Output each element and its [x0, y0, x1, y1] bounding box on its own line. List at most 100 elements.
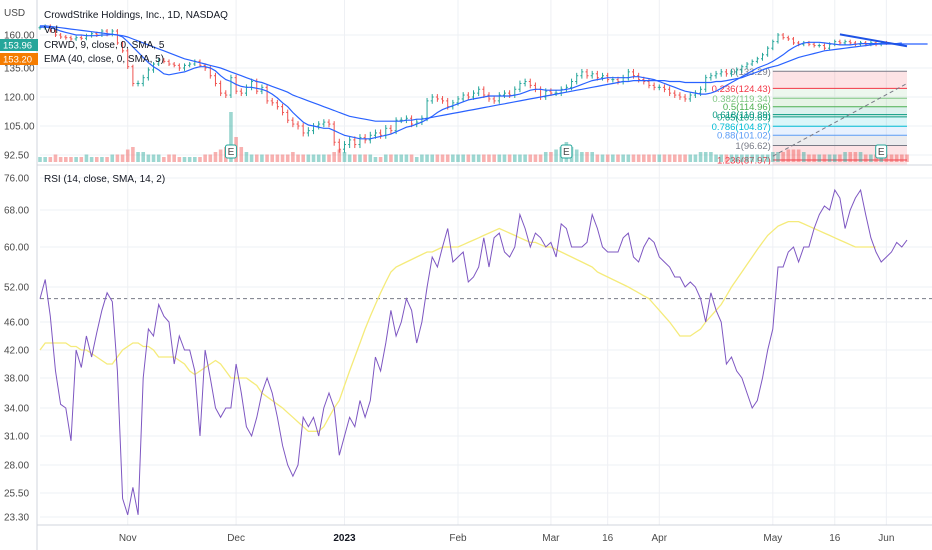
ma-slow-badge	[0, 53, 38, 65]
volume-bar	[306, 154, 311, 162]
support-dashed-line[interactable]	[772, 83, 908, 157]
volume-bar	[203, 154, 207, 162]
volume-bar	[848, 152, 853, 162]
earnings-badge[interactable]	[224, 144, 237, 159]
volume-bar	[69, 157, 73, 162]
volume-bar	[832, 154, 837, 162]
volume-bar	[404, 154, 409, 162]
volume-bar	[162, 157, 166, 162]
rsi-tick-label: 31.00	[4, 432, 29, 443]
earnings-badge[interactable]	[560, 144, 573, 159]
volume-bar	[208, 154, 213, 162]
rsi-tick-label: 68.00	[4, 206, 29, 217]
time-tick-label: Mar	[542, 533, 560, 544]
volume-bar	[456, 154, 460, 162]
volume-bar	[193, 157, 197, 162]
volume-bar	[729, 154, 734, 162]
volume-bar	[750, 154, 754, 162]
volume-bar	[414, 157, 419, 162]
volume-bar	[600, 154, 605, 162]
volume-bar	[786, 149, 791, 162]
rsi-legend-label[interactable]: RSI (14, close, SMA, 14, 2)	[44, 174, 165, 185]
rsi-pane-grid	[40, 165, 932, 525]
volume-bar	[373, 157, 378, 162]
earnings-badge[interactable]	[875, 144, 888, 159]
fib-level-label: 1(96.62)	[735, 141, 770, 152]
volume-bar	[394, 154, 398, 162]
rsi-series[interactable]	[39, 188, 908, 515]
price-tick-label: 160.00	[4, 31, 35, 42]
rsi-tick-label: 42.00	[4, 346, 29, 357]
volume-bar	[796, 149, 801, 162]
volume-bar	[476, 154, 481, 162]
volume-bar	[249, 154, 254, 162]
volume-legend-label[interactable]: Vol	[44, 25, 58, 36]
volume-bar	[853, 152, 858, 162]
volume-bar	[812, 154, 816, 162]
ma-fast-legend-label[interactable]: CRWD, 9, close, 0, SMA, 5	[44, 40, 165, 51]
fib-zone	[772, 71, 907, 89]
volume-bar	[869, 154, 873, 162]
fib-zone	[772, 106, 907, 115]
volume-bar	[667, 154, 672, 162]
volume-bar	[894, 154, 899, 162]
trend-line[interactable]	[839, 33, 908, 48]
volume-bar	[502, 154, 507, 162]
earnings-badge-label: E	[563, 147, 570, 158]
chart-title[interactable]: CrowdStrike Holdings, Inc., 1D, NASDAQ	[44, 10, 228, 21]
volume-bar	[38, 157, 42, 162]
volume-bar	[311, 154, 316, 162]
volume-bar	[430, 154, 435, 162]
volume-bar	[554, 149, 558, 162]
rsi-tick-label: 38.00	[4, 374, 29, 385]
price-tick-label: 92.50	[4, 151, 29, 162]
volume-bar	[347, 154, 352, 162]
volume-bar	[487, 154, 491, 162]
volume-bar	[53, 154, 58, 162]
volume-bar	[863, 154, 868, 162]
rsi-tick-label: 52.00	[4, 283, 29, 294]
volume-bar	[781, 152, 785, 162]
ma-fast-line[interactable]	[40, 26, 902, 140]
fib-level-label: 0.382(119.34)	[712, 94, 770, 105]
volume-bar	[662, 154, 667, 162]
volume-bar	[435, 154, 440, 162]
time-tick-label: Nov	[119, 533, 137, 544]
volume-bar	[358, 154, 362, 162]
time-tick-label: Apr	[652, 533, 668, 544]
volume-bar	[822, 154, 827, 162]
rsi-ma-line[interactable]	[39, 220, 876, 432]
volume-bar	[745, 154, 749, 162]
volume-bar	[213, 152, 218, 162]
volume-bar	[518, 154, 522, 162]
ma-slow-legend-label[interactable]: EMA (40, close, 0, SMA, 5)	[44, 54, 164, 65]
volume-bar	[291, 152, 295, 162]
price-tick-label: 105.00	[4, 122, 35, 133]
volume-bar	[265, 154, 269, 162]
volume-bar	[497, 154, 502, 162]
rsi-line[interactable]	[39, 188, 908, 515]
volume-bar	[611, 154, 615, 162]
volume-bar	[776, 152, 780, 162]
volume-bar	[533, 154, 538, 162]
volume-bar	[260, 154, 264, 162]
volume-bar	[605, 154, 610, 162]
volume-bar	[642, 154, 646, 162]
volume-bar	[595, 154, 600, 162]
volume-bar	[585, 152, 589, 162]
volume-bar	[817, 154, 822, 162]
ma-slow-line[interactable]	[40, 25, 928, 122]
volume-bar	[626, 154, 631, 162]
volume-bar	[198, 157, 202, 162]
earnings-badge-label: E	[878, 147, 885, 158]
volume-bar	[79, 157, 84, 162]
volume-bar	[218, 149, 223, 162]
fib-level-label: 0.618(110.89)	[712, 110, 770, 121]
volume-bar	[48, 157, 53, 162]
volume-bar	[616, 154, 620, 162]
volume-bar	[94, 157, 99, 162]
ma-fast-badge	[0, 39, 38, 51]
fib-zone	[772, 98, 907, 107]
